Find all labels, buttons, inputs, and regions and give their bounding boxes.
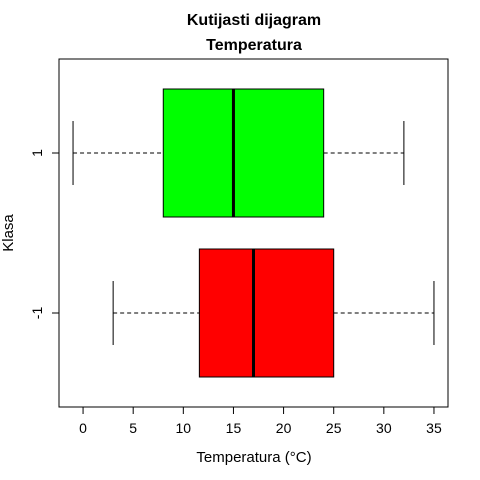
x-tick-label-0: 0: [79, 420, 87, 436]
iqr-box-class-1: [162, 88, 325, 218]
chart-title-line1: Kutijasti dijagram: [187, 12, 321, 29]
y-axis-label: Klasa: [0, 214, 17, 252]
x-tick-label-20: 20: [276, 420, 292, 436]
y-axis: 1 -1: [29, 149, 60, 320]
x-tick-label-25: 25: [326, 420, 342, 436]
x-axis: 0 5 10 15 20 25 30 35: [79, 406, 442, 436]
x-tick-label-10: 10: [176, 420, 192, 436]
box-class-1: [72, 88, 405, 218]
x-tick-label-35: 35: [426, 420, 442, 436]
x-tick-label-5: 5: [129, 420, 137, 436]
y-tick-label-neg1: -1: [29, 307, 45, 320]
chart-title-line2: Temperatura: [206, 37, 302, 54]
box-class-neg1: [112, 248, 435, 378]
x-axis-label: Temperatura (°C): [196, 449, 311, 466]
iqr-box-class-neg1: [198, 248, 335, 378]
x-tick-label-30: 30: [376, 420, 392, 436]
boxes-group: [72, 88, 435, 378]
x-tick-label-15: 15: [226, 420, 242, 436]
y-tick-label-1: 1: [29, 149, 45, 157]
